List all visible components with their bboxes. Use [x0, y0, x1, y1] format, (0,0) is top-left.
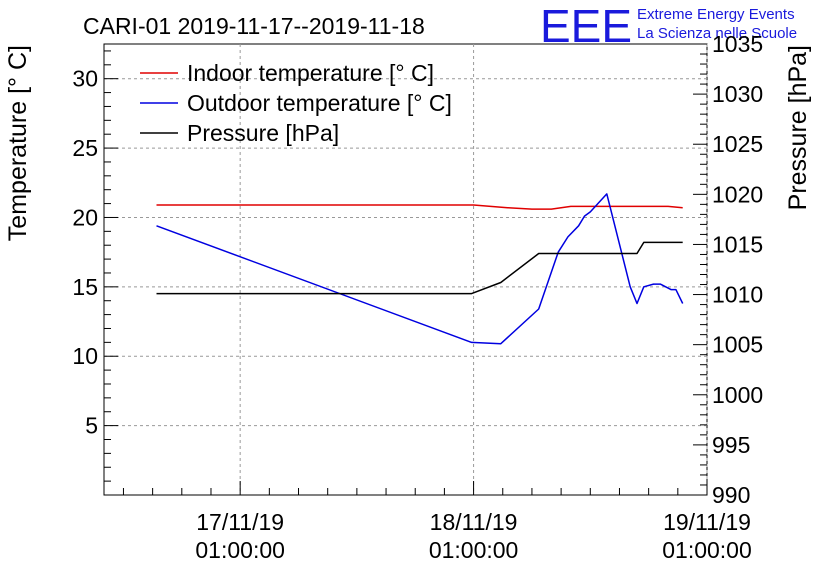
- x-tick-label-time: 01:00:00: [195, 537, 285, 563]
- legend-entry: Indoor temperature [° C]: [187, 60, 434, 86]
- plot-frame: [103, 43, 708, 496]
- y2-tick-label: 1035: [712, 31, 763, 57]
- legend-entry: Pressure [hPa]: [187, 120, 339, 146]
- x-tick-label-date: 19/11/19: [663, 509, 751, 535]
- y2-tick-label: 1015: [712, 231, 763, 257]
- y2-tick-label: 1005: [712, 332, 763, 358]
- series-layer: [156, 193, 684, 345]
- x-tick-label-time: 01:00:00: [429, 537, 519, 563]
- eee-logo-mark: EEE: [540, 0, 632, 52]
- legend-entry: Outdoor temperature [° C]: [187, 90, 452, 116]
- y2-tick-label: 1010: [712, 282, 763, 308]
- series-line-0: [156, 204, 683, 210]
- y2-tick-label: 1020: [712, 181, 763, 207]
- y2-tick-label: 995: [712, 432, 750, 458]
- y-tick-label: 15: [72, 274, 98, 300]
- y2-tick-label: 1030: [712, 81, 763, 107]
- eee-logo-line1: Extreme Energy Events: [637, 6, 795, 23]
- y2-axis-title: Pressure [hPa]: [784, 45, 812, 210]
- y2-tick-label: 990: [712, 482, 750, 508]
- y-tick-label: 30: [72, 66, 98, 92]
- axes: 5101520253099099510001005101010151020102…: [72, 31, 763, 563]
- y-tick-label: 10: [72, 343, 98, 369]
- legend: Indoor temperature [° C] Outdoor temperat…: [140, 60, 452, 146]
- y-tick-label: 25: [72, 135, 98, 161]
- y-axis-title: Temperature [° C]: [4, 45, 32, 241]
- y2-tick-label: 1025: [712, 131, 763, 157]
- grid: [104, 44, 708, 495]
- x-tick-label-date: 18/11/19: [430, 509, 518, 535]
- y2-tick-label: 1000: [712, 382, 763, 408]
- eee-logo-line2: La Scienza nelle Scuole: [637, 25, 797, 42]
- x-tick-label-time: 01:00:00: [662, 537, 752, 563]
- chart-title: CARI-01 2019-11-17--2019-11-18: [83, 13, 425, 39]
- y-tick-label: 5: [85, 413, 98, 439]
- series-line-1: [156, 193, 684, 345]
- series-line-2: [156, 241, 683, 295]
- eee-logo: EEE Extreme Energy Events La Scienza nel…: [540, 0, 797, 52]
- x-tick-label-date: 17/11/19: [196, 509, 284, 535]
- y-tick-label: 20: [72, 204, 98, 230]
